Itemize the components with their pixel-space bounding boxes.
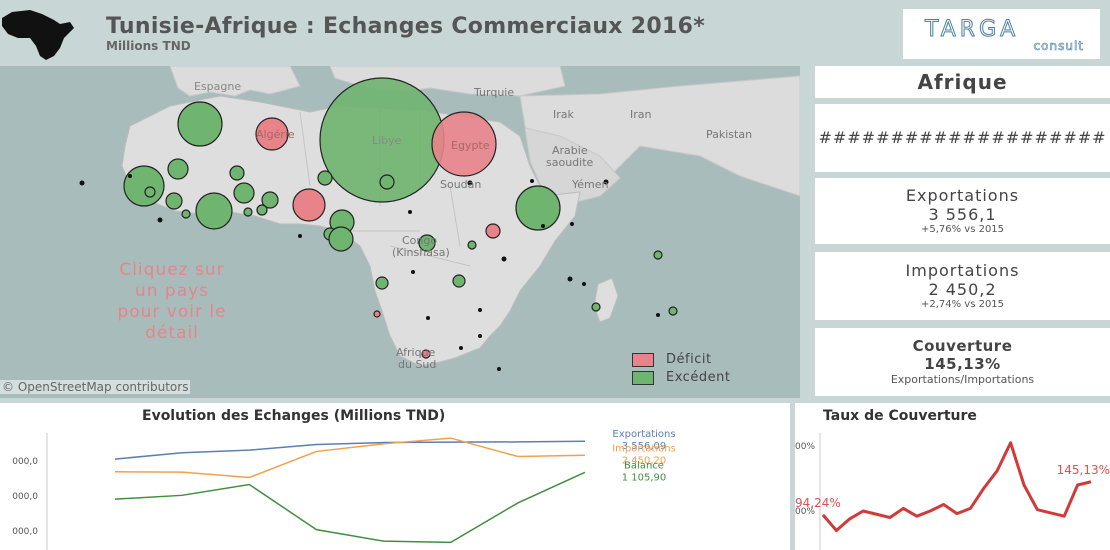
map-label-pakistan: Pakistan (706, 128, 753, 141)
map-label-arabie: Arabie (552, 144, 588, 157)
coverage-last-label: 145,13% (1057, 463, 1110, 477)
legend-deficit-swatch (632, 353, 654, 367)
map-label-yemen: Yémen (572, 178, 609, 191)
imports-card: Importations 2 450,2 +2,74% vs 2015 (815, 252, 1110, 320)
map-hint: Cliquez sur un pays pour voir le détail (117, 260, 227, 343)
legend-deficit-label: Déficit (666, 352, 712, 367)
map-label-espagne: Espagne (194, 80, 242, 93)
coverage-chart: Taux de Couverture 200% 100%94,24% 145,13% (795, 403, 1110, 550)
imports-value: 2 450,2 (928, 280, 997, 299)
legend-excedent-swatch (632, 371, 654, 385)
map-label-dusud: du Sud (398, 358, 437, 371)
evolution-series-exportations[interactable] (114, 440, 586, 460)
hash-card: #################### (815, 104, 1110, 172)
coverage-y-tick: 200% (795, 442, 815, 452)
legend-excedent-label: Excédent (666, 370, 731, 385)
evolution-value-exportations: 3 556,09 (622, 441, 667, 452)
map-label-afrique-sud: Afrique (396, 346, 436, 359)
coverage-label: Couverture (912, 337, 1013, 355)
evolution-y-tick: 000,0 (12, 527, 38, 537)
evolution-value-importations: 2 450,20 (622, 455, 667, 466)
evolution-y-tick: 000,0 (12, 457, 38, 467)
evolution-series-balance[interactable] (114, 471, 586, 544)
evolution-title: Evolution des Echanges (Millions TND) (142, 408, 446, 424)
company-logo: TARGA consult (903, 9, 1100, 59)
imports-delta: +2,74% vs 2015 (920, 299, 1005, 310)
hash-value: #################### (818, 128, 1107, 147)
evolution-chart: Evolution des Echanges (Millions TND) 00… (0, 403, 790, 550)
coverage-line[interactable] (821, 441, 1092, 532)
evolution-series-importations[interactable] (114, 437, 586, 479)
exports-card: Exportations 3 556,1 +5,76% vs 2015 (815, 178, 1110, 244)
coverage-card: Couverture 145,13% Exportations/Importat… (815, 328, 1110, 396)
evolution-label-importations: Importations (612, 443, 676, 454)
evolution-label-exportations: Exportations (612, 429, 675, 440)
exports-label: Exportations (905, 186, 1020, 205)
coverage-sub: Exportations/Importations (890, 373, 1035, 386)
map-label-turquie: Turquie (474, 86, 515, 99)
africa-icon (0, 8, 80, 62)
exports-delta: +5,76% vs 2015 (920, 224, 1005, 235)
map-label-soudan: Soudan (440, 178, 482, 191)
evolution-y-tick: 000,0 (12, 492, 38, 502)
africa-map[interactable]: Espagne Turquie Irak Iran Pakistan Libye… (0, 66, 800, 398)
evolution-value-balance: 1 105,90 (622, 472, 667, 483)
exports-value: 3 556,1 (928, 205, 997, 224)
evolution-label-balance: Balance (624, 460, 664, 471)
region-card: Afrique (815, 66, 1110, 98)
region-name: Afrique (917, 70, 1008, 94)
page-title: Tunisie-Afrique : Echanges Commerciaux 2… (106, 14, 705, 39)
map-label-algerie: Algérie (256, 128, 295, 141)
map-label-irak: Irak (553, 108, 574, 121)
page-subtitle: Millions TND (106, 39, 191, 53)
map-label-egypte: Egypte (451, 139, 490, 152)
map-label-iran: Iran (630, 108, 652, 121)
map-label-kinshasa: (Kinshasa) (392, 246, 450, 259)
coverage-value: 145,13% (924, 355, 1001, 373)
map-label-libye: Libye (372, 134, 402, 147)
coverage-y-tick: 100% (795, 507, 815, 517)
map-attribution: © OpenStreetMap contributors (0, 380, 191, 394)
coverage-title: Taux de Couverture (823, 408, 977, 424)
coverage-first-label: 94,24% (795, 496, 841, 510)
map-label-saoudite: saoudite (546, 156, 594, 169)
map-label-congo: Congo (402, 234, 438, 247)
imports-label: Importations (905, 261, 1020, 280)
